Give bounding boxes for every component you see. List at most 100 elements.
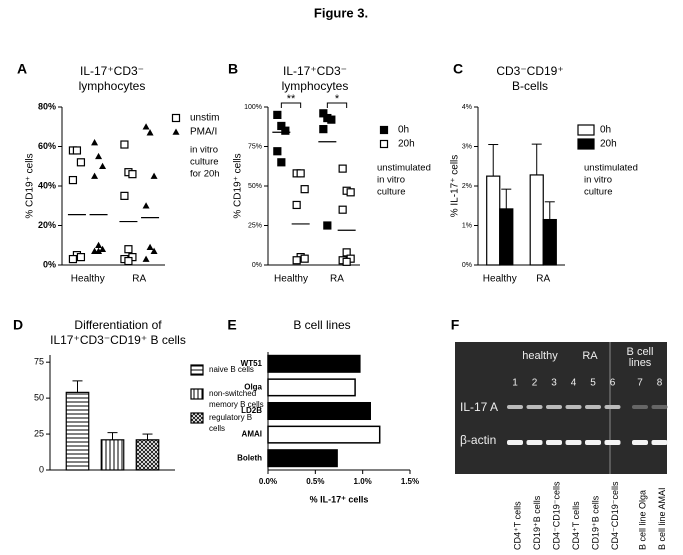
y-tick-label: 40%: [38, 180, 56, 190]
point: [120, 191, 129, 200]
gel-band: [507, 405, 523, 409]
y-tick-label: 0%: [252, 262, 262, 269]
gel-group: healthy: [522, 350, 558, 362]
point: [379, 139, 389, 149]
y-tick-label: 3%: [462, 143, 472, 150]
point: [128, 170, 137, 179]
point: [273, 147, 282, 156]
lane-number: 6: [610, 378, 616, 389]
y-tick-label: 100%: [244, 104, 262, 111]
significance-bracket: [280, 102, 302, 108]
x-tick-label: 1.5%: [401, 477, 419, 486]
point: [300, 185, 309, 194]
x-tick-label: RA: [330, 274, 344, 285]
y-tick-label: 25: [34, 428, 44, 438]
chart-title: lymphocytes: [282, 79, 349, 93]
lane-label: B cell line AMAI: [657, 487, 667, 550]
lane-label: CD4⁺T cells: [512, 501, 522, 550]
legend-label: PMA/I: [190, 127, 217, 138]
legend-label: non-switched memory B cells: [209, 389, 264, 409]
point: [273, 110, 282, 120]
significance-label: *: [335, 93, 340, 105]
lane-number: 5: [590, 378, 596, 389]
bar: [65, 391, 90, 471]
x-tick-label: 0.5%: [306, 477, 324, 486]
chart-title: CD3⁻CD19⁺: [496, 64, 563, 78]
x-tick-label: Healthy: [274, 274, 308, 285]
gel-band: [651, 405, 668, 409]
bar: [542, 218, 557, 266]
annotation: in vitro: [190, 145, 218, 156]
point: [292, 200, 301, 210]
x-tick-label: Healthy: [483, 274, 517, 285]
legend-label: naive B cells: [209, 365, 254, 374]
point: [300, 254, 309, 263]
lane-label: CD19⁺B cells: [532, 495, 542, 550]
panel-letter: B: [228, 61, 238, 77]
legend-swatch: [577, 124, 595, 136]
bar: [267, 449, 338, 468]
annotation: culture: [377, 187, 406, 198]
point: [120, 140, 129, 149]
x-tick-label: 0.0%: [259, 477, 277, 486]
lane-number: 2: [532, 378, 538, 389]
lane-number: 7: [637, 378, 643, 389]
lane-label: CD4⁺T cells: [571, 501, 581, 550]
annotation: in vitro: [377, 175, 405, 186]
lane-number: 1: [512, 378, 518, 389]
y-axis-label: % CD19⁺ cells: [25, 153, 36, 218]
y-tick-label: 0: [39, 464, 44, 474]
point: [99, 245, 107, 252]
point: [292, 256, 301, 265]
point: [323, 221, 332, 230]
point: [150, 172, 158, 179]
gel-band: [526, 440, 543, 445]
lane-label: CD19⁺B cells: [590, 495, 600, 550]
annotation: for 20h: [190, 169, 220, 180]
bar: [499, 208, 514, 266]
panel-letter: C: [453, 61, 463, 77]
y-tick-label: 0%: [43, 259, 56, 269]
annotation: unstimulated: [584, 163, 638, 174]
chart-title: IL17⁺CD3⁻CD19⁺ B cells: [50, 333, 186, 347]
lane-label: CD4⁻CD19⁻cells: [551, 481, 561, 550]
y-tick-label: AMAI: [242, 430, 262, 439]
chart-title: IL-17⁺CD3⁻: [80, 64, 144, 78]
bar: [529, 174, 544, 266]
y-tick-label: Boleth: [237, 453, 262, 462]
bar: [135, 439, 160, 471]
lane-number: 8: [657, 378, 663, 389]
y-tick-label: 1%: [462, 222, 472, 229]
point: [379, 125, 389, 135]
point: [68, 175, 78, 185]
figure-title: Figure 3.: [314, 5, 368, 20]
gel-band: [651, 440, 668, 445]
point: [281, 126, 290, 135]
x-tick-label: RA: [536, 274, 550, 285]
legend-swatch: [190, 412, 204, 424]
point: [338, 205, 347, 214]
legend-label: 20h: [600, 139, 617, 150]
x-tick-label: RA: [132, 274, 146, 285]
bar: [267, 401, 371, 421]
chart-title: IL-17⁺CD3⁻: [283, 64, 347, 78]
point: [172, 128, 180, 135]
point: [95, 241, 103, 249]
panel-letter: E: [227, 317, 236, 333]
gel-band: [546, 405, 562, 409]
point: [91, 172, 99, 179]
legend-label: unstim: [190, 113, 219, 124]
point: [68, 254, 78, 264]
legend-label: 20h: [398, 139, 415, 150]
gel-band: [526, 405, 543, 409]
band-label: β-actin: [460, 433, 496, 447]
lane-number: 3: [551, 378, 557, 389]
point: [72, 146, 82, 155]
y-tick-label: WT51: [241, 359, 263, 368]
y-tick-label: Olga: [244, 383, 262, 392]
bar: [100, 439, 125, 471]
point: [91, 139, 99, 146]
chart-title: B cell lines: [293, 318, 350, 332]
y-tick-label: 50: [34, 393, 44, 403]
